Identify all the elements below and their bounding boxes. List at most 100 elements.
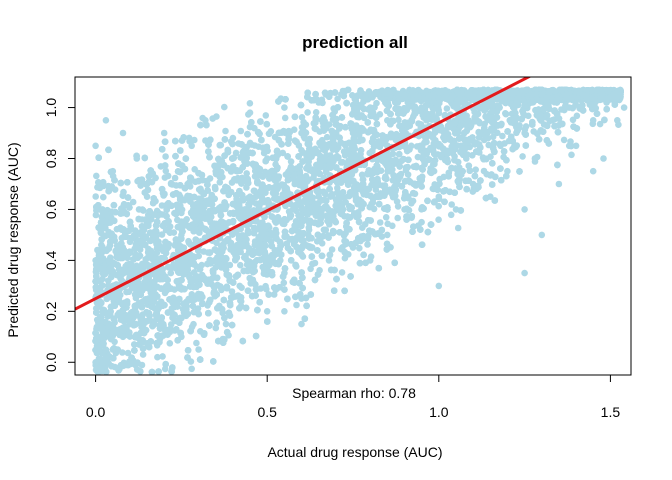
data-point (469, 180, 477, 188)
data-point (178, 231, 185, 239)
data-point (435, 193, 443, 200)
data-point (92, 257, 99, 264)
data-point (195, 346, 202, 353)
y-axis: 0.0 0.2 0.4 0.6 0.8 1.0 (43, 98, 76, 372)
data-point (281, 269, 288, 277)
y-axis-label: Predicted drug response (AUC) (5, 142, 21, 337)
data-point (298, 129, 305, 137)
data-point (435, 89, 443, 96)
data-point (572, 142, 580, 150)
data-point (298, 295, 305, 302)
data-point (504, 91, 511, 99)
data-point (195, 206, 202, 213)
data-point (538, 91, 546, 99)
data-point (178, 333, 185, 341)
y-tick-label: 0.8 (43, 149, 59, 169)
data-point (452, 104, 460, 111)
data-point (476, 129, 484, 137)
data-point (428, 167, 436, 175)
data-point (133, 269, 141, 277)
data-point (600, 155, 607, 162)
data-point (384, 117, 391, 124)
data-point (92, 359, 99, 366)
data-point (349, 244, 357, 251)
data-point (521, 269, 528, 277)
data-point (160, 129, 168, 137)
data-point (95, 333, 103, 341)
data-point (463, 155, 470, 162)
data-point (325, 257, 333, 264)
y-tick-label: 0.6 (43, 200, 59, 220)
data-point (263, 308, 271, 315)
data-point (106, 231, 113, 239)
data-point (195, 295, 202, 302)
chart-title: prediction all (302, 33, 408, 52)
data-point (281, 308, 288, 315)
x-tick-label: 1.5 (601, 404, 621, 420)
point-cloud (92, 86, 624, 375)
data-point (315, 193, 323, 200)
data-point (126, 218, 134, 226)
data-point (418, 104, 425, 111)
data-point (188, 142, 195, 150)
data-point (620, 104, 628, 111)
data-point (366, 257, 374, 264)
fit-line-layer (75, 77, 532, 311)
data-point (99, 206, 106, 213)
data-point (339, 91, 347, 99)
data-point (538, 231, 546, 239)
data-point (614, 117, 621, 124)
data-point (332, 218, 340, 226)
data-point (548, 117, 556, 124)
data-point (236, 282, 243, 290)
data-point (257, 244, 264, 251)
data-point (589, 167, 597, 175)
data-point (109, 346, 117, 353)
x-tick-label: 0.0 (86, 404, 106, 420)
data-point (143, 180, 151, 188)
data-point (102, 117, 110, 124)
data-point (487, 99, 494, 106)
data-point (442, 129, 450, 137)
data-point (418, 218, 425, 226)
data-point (126, 320, 134, 328)
data-point (298, 320, 305, 328)
x-axis: 0.0 0.5 1.0 1.5 (86, 374, 621, 420)
y-tick-label: 0.2 (43, 301, 59, 321)
y-tick-label: 0.0 (43, 352, 59, 372)
data-point (435, 282, 443, 290)
data-point (246, 109, 254, 116)
data-point (521, 129, 528, 137)
data-point (291, 180, 299, 188)
data-point (487, 193, 494, 200)
data-point (332, 155, 340, 162)
data-point (160, 244, 168, 251)
data-point (366, 104, 374, 111)
data-point (360, 180, 367, 188)
data-point (504, 167, 511, 175)
data-point (511, 117, 518, 124)
y-tick-label: 1.0 (43, 98, 59, 118)
data-point (202, 117, 209, 124)
x-tick-label: 0.5 (257, 404, 277, 420)
data-point (212, 257, 219, 264)
data-point (212, 167, 219, 175)
data-point (119, 333, 127, 341)
data-point (401, 206, 408, 213)
data-point (167, 180, 175, 188)
data-point (555, 180, 563, 188)
data-point (315, 99, 323, 106)
data-point (579, 91, 587, 99)
data-point (349, 129, 357, 137)
data-point (99, 359, 106, 366)
data-point (401, 91, 408, 99)
data-point (521, 206, 528, 213)
data-point (99, 308, 106, 315)
x-axis-label: Actual drug response (AUC) (267, 444, 442, 460)
y-tick-label: 0.4 (43, 250, 59, 270)
data-point (222, 320, 230, 328)
data-point (565, 104, 573, 111)
data-point (408, 142, 415, 150)
data-point (92, 142, 99, 150)
